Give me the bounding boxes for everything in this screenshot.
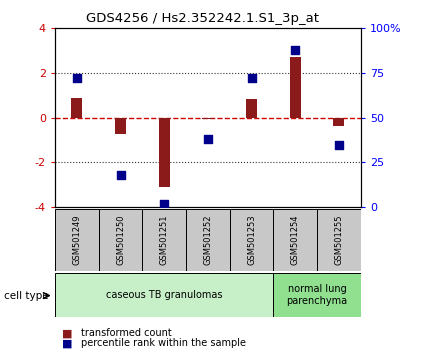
Bar	[159, 118, 170, 187]
Text: GSM501254: GSM501254	[291, 215, 300, 265]
Bar	[71, 98, 82, 118]
Point	[204, 136, 211, 142]
Bar	[317, 209, 361, 271]
Text: transformed count: transformed count	[81, 329, 172, 338]
Bar	[143, 209, 186, 271]
Bar	[186, 209, 230, 271]
Point	[73, 75, 81, 81]
Bar	[246, 99, 257, 118]
Bar	[334, 118, 345, 126]
Text: cell type: cell type	[4, 291, 49, 301]
Text: normal lung
parenchyma: normal lung parenchyma	[286, 284, 348, 306]
Bar	[230, 209, 273, 271]
Text: GSM501255: GSM501255	[334, 215, 344, 265]
Point	[161, 201, 168, 206]
Text: ■: ■	[62, 338, 72, 348]
Text: GSM501252: GSM501252	[203, 215, 213, 265]
Text: GSM501250: GSM501250	[116, 215, 125, 265]
Text: GSM501253: GSM501253	[247, 215, 256, 265]
Bar	[202, 118, 213, 119]
Bar	[290, 57, 301, 118]
Text: ■: ■	[62, 329, 72, 338]
Bar	[55, 273, 273, 317]
Point	[248, 75, 255, 81]
Point	[292, 47, 299, 53]
Point	[117, 172, 124, 178]
Bar	[99, 209, 143, 271]
Bar	[273, 209, 317, 271]
Bar	[273, 273, 361, 317]
Point	[335, 142, 342, 147]
Bar	[55, 209, 99, 271]
Bar	[115, 118, 126, 135]
Text: GSM501251: GSM501251	[160, 215, 169, 265]
Text: caseous TB granulomas: caseous TB granulomas	[106, 290, 223, 300]
Text: percentile rank within the sample: percentile rank within the sample	[81, 338, 246, 348]
Text: GDS4256 / Hs2.352242.1.S1_3p_at: GDS4256 / Hs2.352242.1.S1_3p_at	[86, 12, 319, 25]
Text: GSM501249: GSM501249	[72, 215, 81, 265]
